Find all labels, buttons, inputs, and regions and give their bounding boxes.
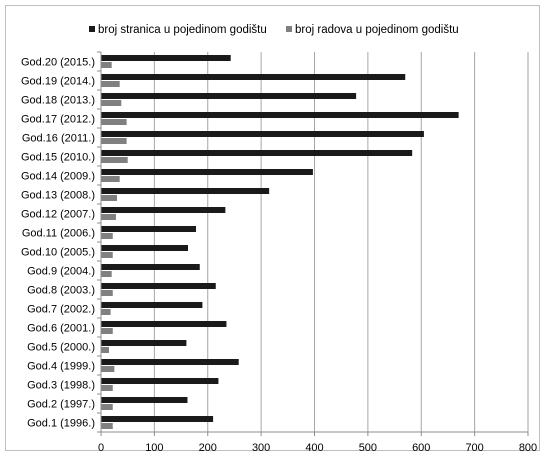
category-label-1: God.1 (1996.) — [27, 418, 95, 430]
legend: broj stranica u pojedinom godištu broj ra… — [89, 24, 459, 36]
bar-radova-17 — [101, 119, 127, 125]
category-label-9: God.9 (2004.) — [27, 266, 95, 278]
bar-radova-13 — [101, 195, 118, 201]
bar-stranica-2 — [101, 397, 188, 403]
bar-stranica-11 — [101, 226, 197, 232]
category-label-16: God.16 (2011.) — [22, 133, 95, 145]
legend-swatch-0 — [89, 26, 95, 32]
bar-radova-20 — [101, 62, 112, 68]
bar-radova-8 — [101, 290, 113, 296]
x-tick-label-200: 200 — [199, 442, 217, 452]
bar-stranica-20 — [101, 55, 231, 61]
bar-radova-19 — [101, 81, 120, 87]
bar-radova-16 — [101, 138, 127, 144]
bar-radova-15 — [101, 157, 128, 163]
bar-stranica-3 — [101, 378, 219, 384]
bar-stranica-14 — [101, 169, 313, 175]
x-tick-label-300: 300 — [252, 442, 270, 452]
category-labels: God.1 (1996.) God.2 (1997.) God.3 (1998.) G… — [21, 57, 95, 430]
category-label-17: God.17 (2012.) — [21, 114, 95, 126]
category-label-2: God.2 (1997.) — [27, 399, 95, 411]
x-tick-label-100: 100 — [145, 442, 163, 452]
bar-radova-4 — [101, 366, 115, 372]
bar-stranica-12 — [101, 207, 226, 213]
bar-radova-3 — [101, 385, 113, 391]
bar-radova-14 — [101, 176, 120, 182]
bar-radova-2 — [101, 404, 113, 410]
category-label-5: God.5 (2000.) — [27, 342, 95, 354]
bar-stranica-13 — [101, 188, 270, 194]
category-label-11: God.11 (2006.) — [22, 228, 95, 240]
bar-chart: broj stranica u pojedinom godištu broj ra… — [21, 24, 537, 452]
bar-stranica-10 — [101, 245, 189, 251]
category-label-6: God.6 (2001.) — [27, 323, 95, 335]
bar-stranica-18 — [101, 93, 357, 99]
gridlines — [153, 52, 529, 432]
x-tick-label-800: 800 — [519, 442, 537, 452]
bar-stranica-6 — [101, 321, 227, 327]
bar-radova-6 — [101, 328, 113, 334]
bar-radova-11 — [101, 233, 113, 239]
bar-stranica-16 — [101, 131, 424, 137]
bar-radova-7 — [101, 309, 111, 315]
bar-stranica-1 — [101, 416, 214, 422]
bar-stranica-15 — [101, 150, 413, 156]
category-label-18: God.18 (2013.) — [21, 95, 95, 107]
legend-label-1: broj radova u pojedinom godištu — [295, 24, 459, 36]
category-label-8: God.8 (2003.) — [27, 285, 95, 297]
bar-radova-5 — [101, 347, 110, 353]
legend-swatch-1 — [286, 26, 292, 32]
category-label-12: God.12 (2007.) — [21, 209, 95, 221]
category-label-19: God.19 (2014.) — [21, 76, 95, 88]
bar-stranica-4 — [101, 359, 239, 365]
bar-stranica-9 — [101, 264, 200, 270]
category-label-3: God.3 (1998.) — [27, 380, 95, 392]
bar-stranica-19 — [101, 74, 406, 80]
category-label-4: God.4 (1999.) — [27, 361, 95, 373]
bar-stranica-8 — [101, 283, 216, 289]
legend-label-0: broj stranica u pojedinom godištu — [98, 24, 267, 36]
x-tick-labels: 0 100 200 300 400 500 600 700 800 — [98, 442, 537, 452]
category-label-13: God.13 (2008.) — [21, 190, 95, 202]
axis — [97, 51, 529, 436]
bar-radova-18 — [101, 100, 122, 106]
category-label-7: God.7 (2002.) — [27, 304, 95, 316]
chart-frame: broj stranica u pojedinom godištu broj ra… — [5, 5, 540, 452]
bar-radova-1 — [101, 423, 113, 429]
bar-stranica-17 — [101, 112, 459, 118]
x-tick-label-700: 700 — [465, 442, 483, 452]
x-tick-label-400: 400 — [305, 442, 323, 452]
category-label-20: God.20 (2015.) — [21, 57, 95, 69]
x-tick-label-500: 500 — [359, 442, 377, 452]
bar-radova-9 — [101, 271, 112, 277]
x-tick-label-600: 600 — [412, 442, 430, 452]
bar-stranica-5 — [101, 340, 187, 346]
bar-radova-12 — [101, 214, 116, 220]
category-label-15: God.15 (2010.) — [21, 152, 95, 164]
bars — [101, 55, 459, 429]
category-label-14: God.14 (2009.) — [21, 171, 95, 183]
bar-radova-10 — [101, 252, 113, 258]
x-tick-label-0: 0 — [98, 442, 104, 452]
category-label-10: God.10 (2005.) — [21, 247, 95, 259]
bar-stranica-7 — [101, 302, 203, 308]
